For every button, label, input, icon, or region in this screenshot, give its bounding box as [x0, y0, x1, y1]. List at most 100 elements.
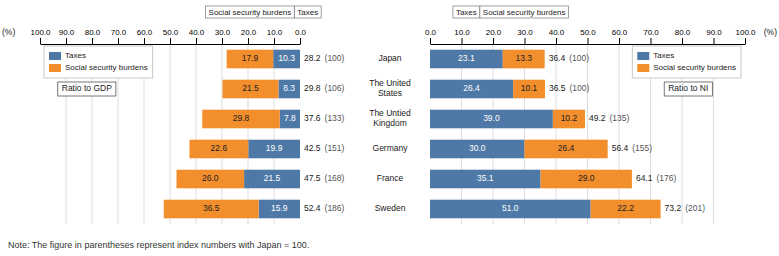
bar [273, 50, 300, 69]
tick: 70.0 [643, 28, 659, 44]
grid-line [524, 44, 525, 224]
bar [259, 200, 300, 219]
data-label: 39.0 [483, 113, 500, 123]
category-label: France [377, 173, 404, 183]
bar [190, 140, 249, 159]
annotation-box [58, 82, 116, 96]
tick-mark [619, 38, 620, 44]
tick-mark [170, 38, 171, 44]
tick: 50.0 [163, 28, 179, 44]
bar [430, 170, 541, 189]
tick: 40.0 [549, 28, 565, 44]
grid-line [587, 44, 588, 224]
header-label: Social security burdens [209, 8, 292, 17]
header: Taxes [294, 6, 321, 18]
grid-line [493, 44, 494, 224]
bar [430, 110, 553, 129]
grid-line [248, 44, 249, 224]
tick-label: 0.0 [425, 28, 437, 37]
x-axis: 0.010.020.030.040.050.060.070.080.090.01… [425, 28, 756, 45]
header-label: Taxes [297, 8, 318, 17]
tick: 0.0 [295, 28, 307, 44]
tick: 60.0 [137, 28, 153, 44]
index-label: (201) [685, 203, 705, 213]
header-label: Taxes [456, 8, 477, 17]
index-label: (135) [610, 113, 630, 123]
total-label: 64.1 [636, 173, 653, 183]
tick-label: 60.0 [137, 28, 153, 37]
tick-label: 40.0 [189, 28, 205, 37]
data-label: 22.2 [617, 203, 634, 213]
tick-mark [118, 38, 119, 44]
tick-label: 100.0 [735, 28, 756, 37]
tick-label: 40.0 [549, 28, 565, 37]
legend-swatch [637, 64, 649, 72]
total-label: 47.5 [304, 173, 321, 183]
grid-line [556, 44, 557, 224]
total-label: 73.2 [665, 203, 682, 213]
data-label: 29.8 [233, 113, 250, 123]
category-label: The UnitedStates [369, 79, 411, 98]
tick: 20.0 [241, 28, 257, 44]
grid-line [274, 44, 275, 224]
annotation-label: Ratio to GDP [62, 83, 112, 93]
legend-label: Taxes [65, 51, 86, 60]
index-label: (106) [325, 83, 345, 93]
tick-mark [556, 38, 557, 44]
bar [164, 200, 259, 219]
data-label: 29.0 [578, 173, 595, 183]
tick: 30.0 [517, 28, 533, 44]
tick-mark [300, 38, 301, 44]
tick: 20.0 [486, 28, 502, 44]
annotation: Ratio to NI [664, 82, 712, 96]
data-label: 36.5 [203, 203, 220, 213]
bar [223, 80, 279, 99]
data-label: 7.8 [284, 113, 296, 123]
grid-line [619, 44, 620, 224]
tick-mark [462, 38, 463, 44]
bar [202, 110, 279, 129]
bar [525, 140, 608, 159]
category-label: The UntiedKingdom [369, 109, 411, 128]
tick-label: 90.0 [59, 28, 75, 37]
data-label: 23.1 [458, 53, 475, 63]
tick-mark [196, 38, 197, 44]
header-label: Social security burdens [483, 8, 566, 17]
bar [227, 50, 274, 69]
index-label: (100) [569, 53, 589, 63]
bar [430, 140, 525, 159]
tick-mark [714, 38, 715, 44]
index-label: (133) [325, 113, 345, 123]
panel: 10.317.928.2(100)8.321.529.8(106)7.829.8… [2, 6, 345, 224]
total-label: 28.2 [304, 53, 321, 63]
index-label: (186) [325, 203, 345, 213]
legend-label: Taxes [653, 51, 674, 60]
data-labels: 10.317.928.2(100)8.321.529.8(106)7.829.8… [202, 53, 345, 213]
tick-label: 50.0 [580, 28, 596, 37]
tick-label: 20.0 [241, 28, 257, 37]
legend-label: Social security burdens [653, 63, 736, 72]
data-label: 13.3 [515, 53, 532, 63]
bar [430, 200, 591, 219]
header-box [480, 6, 569, 18]
tick-mark [588, 38, 589, 44]
bars [430, 50, 661, 219]
header-box [453, 6, 480, 18]
tick-mark [144, 38, 145, 44]
data-label: 51.0 [502, 203, 519, 213]
tick-label: 10.0 [454, 28, 470, 37]
bar [430, 50, 503, 69]
header: Taxes [453, 6, 480, 18]
legend-swatch [49, 64, 61, 72]
tick-mark [92, 38, 93, 44]
tick-mark [493, 38, 494, 44]
total-label: 52.4 [304, 203, 321, 213]
legend-box [44, 46, 153, 78]
tick: 100.0 [30, 28, 51, 44]
tick: 90.0 [706, 28, 722, 44]
legend: TaxesSocial security burdens [44, 46, 153, 78]
legend-swatch [49, 52, 61, 60]
index-label: (168) [325, 173, 345, 183]
total-label: 56.4 [612, 143, 629, 153]
tick-label: 80.0 [675, 28, 691, 37]
